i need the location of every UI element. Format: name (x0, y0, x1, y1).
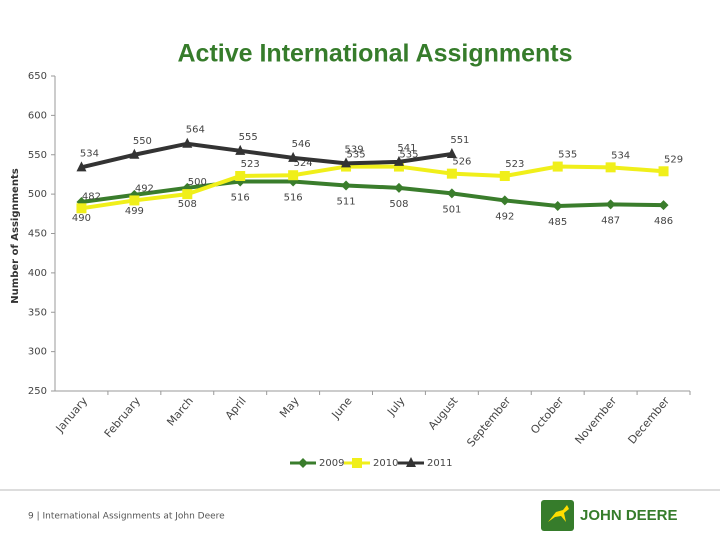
y-tick-label: 300 (28, 347, 47, 358)
point (235, 144, 246, 155)
y-tick-label: 450 (28, 229, 47, 240)
point (129, 148, 140, 159)
point (499, 195, 510, 206)
data-label: 499 (125, 206, 144, 217)
point (76, 203, 87, 214)
point (446, 168, 457, 179)
point (76, 161, 87, 172)
y-tick-label: 650 (28, 71, 47, 82)
logo-deer (548, 505, 569, 522)
data-label: 541 (397, 143, 416, 154)
series-line (80, 141, 453, 170)
point (393, 161, 404, 172)
x-tick-label: February (102, 394, 144, 440)
x-tick-label: March (164, 394, 196, 428)
data-label: 492 (495, 211, 514, 222)
point (129, 195, 140, 206)
data-label: 482 (82, 191, 101, 202)
data-label: 516 (231, 193, 250, 204)
point (235, 171, 246, 182)
footer-text: 9 | International Assignments at John De… (28, 512, 225, 522)
legend-label: 2010 (373, 458, 398, 469)
y-tick-label: 400 (28, 268, 47, 279)
point (499, 171, 510, 182)
point (406, 457, 416, 467)
y-tick-label: 250 (28, 386, 47, 397)
x-tick-label: November (572, 394, 619, 447)
point (446, 188, 457, 199)
data-label: 564 (186, 125, 205, 136)
point (605, 162, 616, 173)
data-label: 523 (505, 159, 524, 170)
y-tick-label: 550 (28, 150, 47, 161)
point (658, 166, 669, 177)
y-tick-label: 600 (28, 110, 47, 121)
legend-label: 2009 (319, 458, 344, 469)
x-tick-label: April (223, 395, 249, 423)
point (552, 161, 563, 172)
data-label: 529 (664, 154, 683, 165)
point (605, 199, 616, 210)
data-label: 526 (452, 157, 471, 168)
data-label: 508 (389, 199, 408, 210)
data-label: 535 (346, 150, 365, 161)
data-label: 492 (135, 183, 154, 194)
logo-text: JOHN DEERE (580, 507, 678, 524)
x-tick-label: January (53, 394, 91, 435)
data-label: 487 (601, 215, 620, 226)
point (446, 147, 457, 158)
point (288, 151, 299, 162)
point (182, 137, 193, 148)
point (298, 458, 308, 468)
data-label: 551 (450, 135, 469, 146)
data-label: 500 (188, 177, 207, 188)
data-label: 539 (344, 144, 363, 155)
x-tick-label: October (528, 394, 567, 436)
x-tick-label: July (384, 394, 408, 419)
legend-label: 2011 (427, 458, 452, 469)
data-label: 523 (241, 159, 260, 170)
series-line (81, 164, 664, 211)
point (288, 170, 299, 181)
data-label: 534 (611, 150, 630, 161)
x-tick-label: June (329, 394, 355, 422)
point (393, 155, 404, 166)
data-label: 486 (654, 216, 673, 227)
data-label: 535 (399, 150, 418, 161)
x-tick-label: September (464, 394, 513, 449)
data-label: 516 (284, 193, 303, 204)
x-tick-label: December (626, 394, 673, 446)
point (552, 200, 563, 211)
data-label: 555 (239, 132, 258, 143)
data-label: 524 (294, 158, 313, 169)
point (341, 180, 352, 191)
point (182, 189, 193, 200)
point (393, 182, 404, 193)
chart-title: Active International Assignments (178, 40, 573, 68)
data-label: 511 (336, 196, 355, 207)
point (341, 157, 352, 168)
x-tick-label: May (277, 394, 302, 420)
data-label: 546 (292, 139, 311, 150)
x-tick-label: August (426, 394, 461, 432)
data-label: 508 (178, 199, 197, 210)
data-label: 490 (72, 213, 91, 224)
y-axis-title: Number of Assignments (10, 168, 21, 303)
data-label: 485 (548, 217, 567, 228)
series-line (81, 179, 664, 208)
point (658, 200, 669, 211)
data-label: 534 (80, 148, 99, 159)
data-label: 535 (558, 150, 577, 161)
data-label: 550 (133, 136, 152, 147)
y-tick-label: 500 (28, 189, 47, 200)
data-label: 501 (442, 204, 461, 215)
point (352, 458, 362, 468)
y-tick-label: 350 (28, 307, 47, 318)
